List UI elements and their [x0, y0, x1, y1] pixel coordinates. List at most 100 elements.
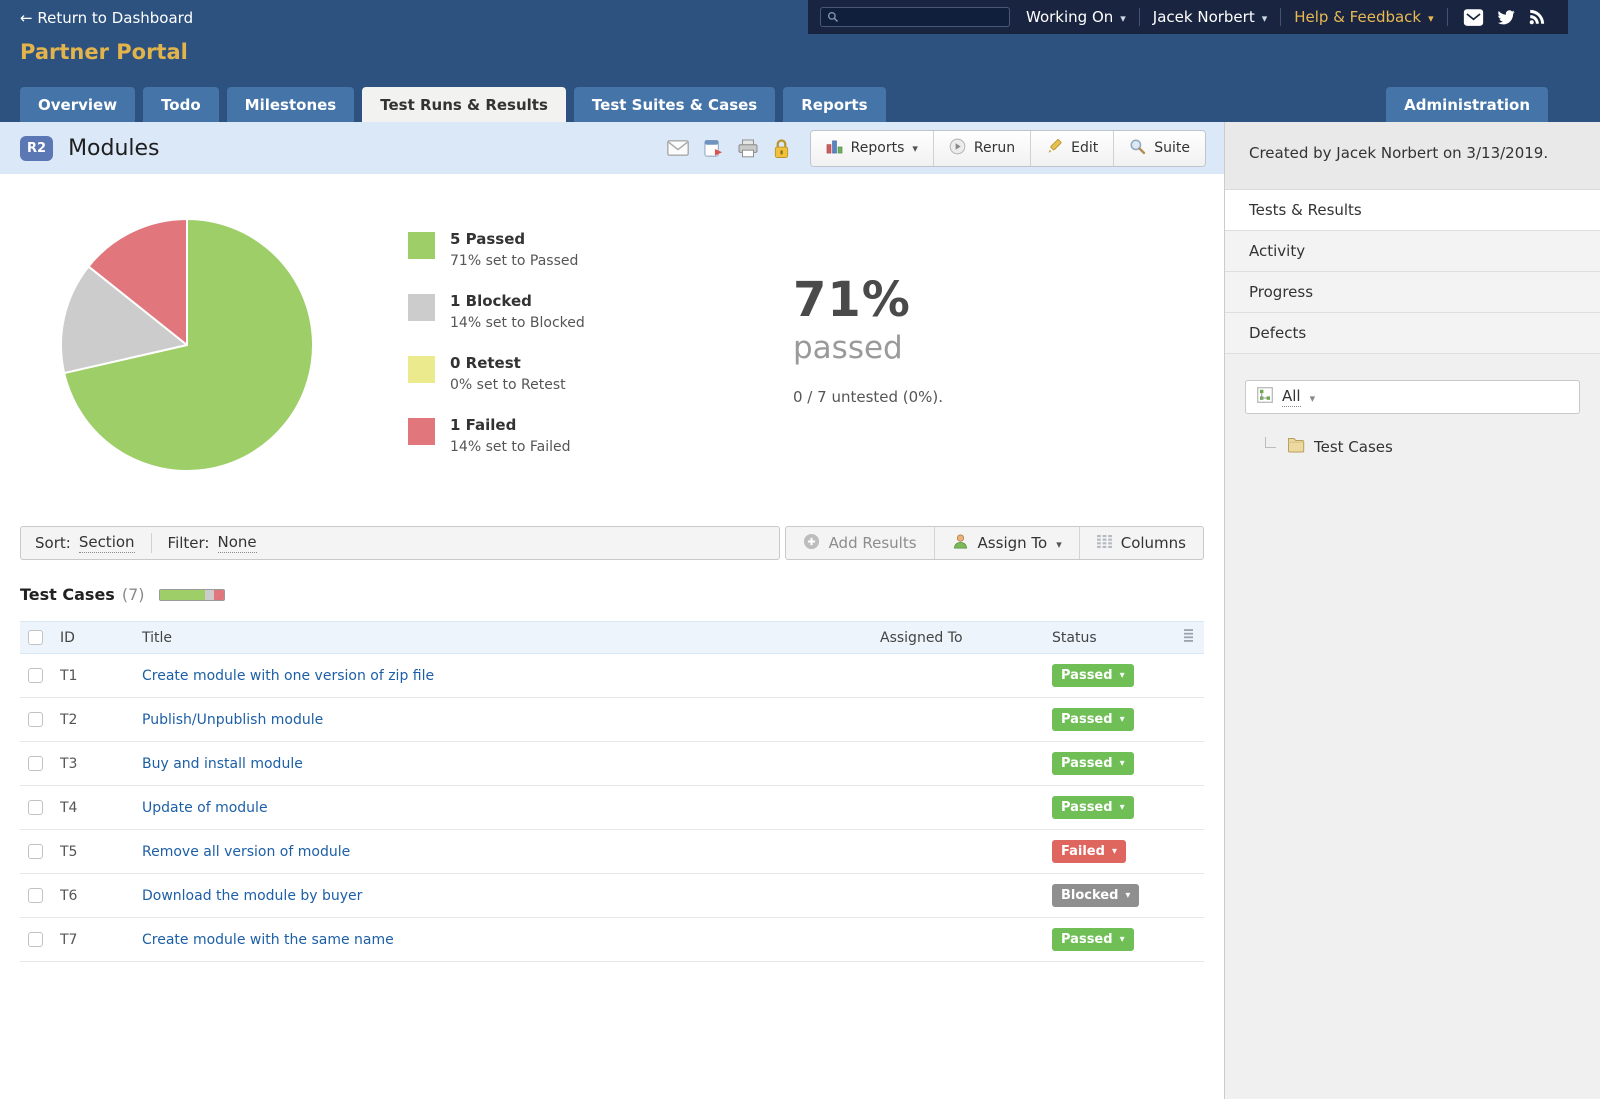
filter-value[interactable]: None	[217, 533, 257, 553]
chevron-down-icon	[1120, 8, 1126, 26]
status-badge[interactable]: Failed	[1052, 840, 1126, 863]
group-filter-value: All	[1282, 386, 1301, 407]
user-menu[interactable]: Jacek Norbert	[1153, 8, 1267, 26]
sort-value[interactable]: Section	[78, 533, 135, 553]
row-checkbox[interactable]	[28, 800, 43, 815]
row-checkbox[interactable]	[28, 712, 43, 727]
add-circle-icon	[803, 533, 820, 554]
sidebar-tabs: Tests & Results Activity Progress Defect…	[1225, 189, 1600, 354]
mini-progressbar	[158, 588, 225, 601]
main-content: R2 Modules	[0, 122, 1224, 1099]
untested-note: 0 / 7 untested (0%).	[793, 388, 944, 406]
tree-item-label[interactable]: Test Cases	[1314, 437, 1393, 456]
edit-button[interactable]: Edit	[1030, 130, 1114, 166]
status-badge[interactable]: Passed	[1052, 796, 1134, 819]
legend-item-failed: 1 Failed 14% set to Failed	[408, 416, 658, 455]
divider	[1138, 8, 1140, 26]
legend-swatch-blocked	[408, 294, 435, 321]
tab-test-suites-cases[interactable]: Test Suites & Cases	[573, 87, 776, 122]
table-row: T2 Publish/Unpublish module Passed	[20, 698, 1204, 742]
table-row: T6 Download the module by buyer Blocked	[20, 874, 1204, 918]
sort-filter-bar: Sort: Section Filter: None	[20, 526, 780, 560]
working-on-menu[interactable]: Working On	[1026, 8, 1126, 26]
export-report-icon[interactable]	[704, 139, 723, 158]
status-badge[interactable]: Passed	[1052, 708, 1134, 731]
divider	[1446, 8, 1448, 26]
sidebar-tab-tests-results[interactable]: Tests & Results	[1225, 189, 1600, 231]
status-badge[interactable]: Blocked	[1052, 884, 1140, 907]
search-box[interactable]	[820, 7, 1010, 27]
status-badge[interactable]: Passed	[1052, 752, 1134, 775]
main-tabs: Overview Todo Milestones Test Runs & Res…	[20, 87, 886, 122]
test-case-link[interactable]: Update of module	[142, 799, 268, 816]
reports-button[interactable]: Reports	[810, 130, 933, 166]
run-header: R2 Modules	[0, 122, 1224, 174]
row-checkbox[interactable]	[28, 844, 43, 859]
pie-slice-blocked	[60, 265, 188, 375]
pass-summary: 71% passed 0 / 7 untested (0%).	[793, 214, 943, 476]
test-case-link[interactable]: Remove all version of module	[142, 843, 351, 860]
list-toolbar: Sort: Section Filter: None Add Results	[20, 526, 1204, 560]
tab-test-runs-results[interactable]: Test Runs & Results	[362, 87, 566, 122]
suite-button[interactable]: Suite	[1113, 130, 1205, 166]
test-case-link[interactable]: Create module with one version of zip fi…	[142, 667, 435, 684]
columns-button[interactable]: Columns	[1078, 527, 1203, 559]
sidebar-tab-activity[interactable]: Activity	[1225, 230, 1600, 272]
table-row: T5 Remove all version of module Failed	[20, 830, 1204, 874]
legend-item-retest: 0 Retest 0% set to Retest	[408, 354, 658, 393]
table-row: T7 Create module with the same name Pass…	[20, 918, 1204, 962]
table-row: T1 Create module with one version of zip…	[20, 654, 1204, 698]
add-results-button[interactable]: Add Results	[786, 527, 934, 559]
row-checkbox[interactable]	[28, 668, 43, 683]
chevron-down-icon	[1310, 388, 1316, 406]
column-settings-icon[interactable]	[1176, 622, 1204, 654]
twitter-icon[interactable]	[1496, 8, 1516, 27]
top-icons	[1463, 8, 1546, 27]
play-icon	[949, 138, 966, 159]
divider	[1280, 8, 1282, 26]
row-checkbox[interactable]	[28, 932, 43, 947]
email-icon[interactable]	[666, 140, 689, 156]
legend-swatch-retest	[408, 356, 435, 383]
help-feedback-menu[interactable]: Help & Feedback	[1294, 8, 1433, 26]
right-sidebar: Created by Jacek Norbert on 3/13/2019. T…	[1224, 122, 1600, 1099]
legend-swatch-failed	[408, 418, 435, 445]
col-header-status: Status	[1052, 629, 1097, 646]
row-checkbox[interactable]	[28, 888, 43, 903]
rss-icon[interactable]	[1528, 8, 1546, 26]
tab-todo[interactable]: Todo	[143, 87, 219, 122]
return-to-dashboard-link[interactable]: ← Return to Dashboard	[20, 9, 194, 27]
assign-to-button[interactable]: Assign To	[933, 527, 1079, 559]
print-icon[interactable]	[738, 139, 758, 158]
rerun-button[interactable]: Rerun	[932, 130, 1031, 166]
tab-milestones[interactable]: Milestones	[226, 87, 355, 122]
test-case-link[interactable]: Create module with the same name	[142, 931, 394, 948]
status-badge[interactable]: Passed	[1052, 928, 1134, 951]
select-all-checkbox[interactable]	[28, 630, 43, 645]
table-row: T4 Update of module Passed	[20, 786, 1204, 830]
sidebar-tab-defects[interactable]: Defects	[1225, 312, 1600, 354]
test-case-link[interactable]: Buy and install module	[142, 755, 303, 772]
person-icon	[952, 533, 969, 554]
top-bar: Working On Jacek Norbert Help & Feedback	[808, 0, 1568, 34]
pass-label: passed	[793, 330, 903, 366]
mail-icon[interactable]	[1463, 8, 1484, 27]
group-filter-dropdown[interactable]: All	[1245, 379, 1580, 414]
chevron-down-icon	[1056, 534, 1062, 552]
test-cases-header: Test Cases (7)	[20, 585, 1204, 604]
tab-administration[interactable]: Administration	[1386, 87, 1548, 122]
status-badge[interactable]: Passed	[1052, 664, 1134, 687]
row-checkbox[interactable]	[28, 756, 43, 771]
list-actions: Add Results Assign To Columns	[784, 526, 1204, 560]
chart-legend: 5 Passed 71% set to Passed 1 Blocked 14% s…	[408, 214, 658, 476]
tab-overview[interactable]: Overview	[20, 87, 136, 122]
col-header-title: Title	[142, 629, 173, 646]
lock-icon[interactable]	[773, 138, 790, 159]
search-input[interactable]	[844, 10, 994, 24]
test-case-link[interactable]: Publish/Unpublish module	[142, 711, 324, 728]
chevron-down-icon	[1262, 8, 1268, 26]
tab-reports[interactable]: Reports	[783, 87, 886, 122]
test-case-link[interactable]: Download the module by buyer	[142, 887, 363, 904]
sidebar-tab-progress[interactable]: Progress	[1225, 271, 1600, 313]
